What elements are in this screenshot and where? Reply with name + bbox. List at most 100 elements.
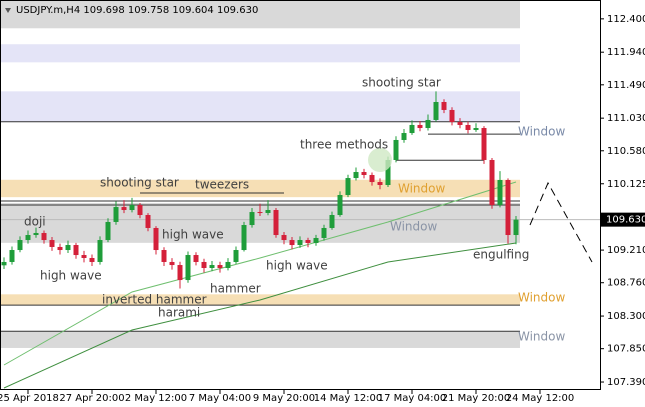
last-price-label: 109.630 — [606, 215, 645, 226]
chart-header: USDJPY.m,H4 109.698 109.758 109.604 109.… — [16, 5, 258, 16]
candle-body — [57, 246, 63, 251]
projection — [529, 181, 593, 263]
candle-body — [49, 240, 55, 247]
candle-body — [121, 207, 127, 211]
candle-body — [225, 261, 231, 268]
candle-body — [137, 205, 143, 216]
candle-body — [201, 261, 207, 268]
candle-body — [81, 255, 87, 258]
x-tick-label: 2 May 12:00 — [125, 393, 187, 404]
zone — [0, 91, 520, 122]
candle-body — [393, 139, 399, 160]
candle-body — [305, 240, 311, 243]
candle-body — [433, 101, 439, 120]
candle-body — [105, 221, 111, 241]
annotation: inverted hammer — [102, 293, 207, 307]
y-tick-label: 112.400 — [607, 14, 645, 25]
candle-body — [337, 195, 343, 216]
candle-body — [505, 179, 511, 236]
annotation: shooting star — [362, 76, 441, 90]
x-tick-label: 25 Apr 2018 — [0, 393, 59, 404]
candle-body — [241, 225, 247, 251]
annotation: harami — [158, 306, 200, 320]
zone — [0, 0, 520, 29]
annotation: Window — [518, 125, 566, 139]
candle-body — [361, 172, 367, 175]
candle-body — [145, 215, 151, 228]
annotation: Window — [518, 291, 566, 305]
candle-body — [193, 255, 199, 262]
candle-body — [129, 205, 135, 211]
highlight — [368, 148, 392, 172]
candle-body — [425, 119, 431, 129]
moving-average — [3, 181, 517, 366]
candle-body — [209, 265, 215, 268]
candle-body — [153, 227, 159, 251]
y-tick-label: 108.760 — [607, 278, 645, 289]
annotation: Window — [390, 220, 438, 234]
y-tick-label: 111.940 — [607, 47, 645, 58]
candle-body — [185, 255, 191, 281]
y-tick-label: 111.490 — [607, 80, 645, 91]
annotation: doji — [24, 215, 46, 229]
x-tick-label: 7 May 04:00 — [189, 393, 251, 404]
candle-body — [257, 212, 263, 214]
annotation: high wave — [40, 269, 102, 283]
candle-body — [297, 240, 303, 246]
candle-body — [177, 265, 183, 281]
candle-body — [217, 265, 223, 268]
candle-body — [409, 124, 415, 134]
annotation: engulfing — [473, 248, 529, 262]
zone — [0, 331, 520, 348]
candle-body — [65, 245, 71, 251]
candle-body — [369, 174, 375, 183]
candle-body — [273, 210, 279, 236]
candle-body — [17, 240, 23, 251]
candle-body — [265, 210, 271, 213]
overlay: shooting star three methods Window shooting… — [0, 14, 645, 404]
candle-body — [73, 245, 79, 256]
menu-icon[interactable] — [5, 8, 11, 13]
annotation: tweezers — [195, 178, 249, 192]
candle-body — [401, 133, 407, 140]
x-tick-label: 14 May 12:00 — [314, 393, 383, 404]
last-price-box — [601, 212, 645, 227]
y-tick-label: 110.580 — [607, 146, 645, 157]
candle-body — [441, 101, 447, 110]
y-tick-label: 109.210 — [607, 245, 645, 256]
annotation: hammer — [210, 282, 261, 296]
candle-body — [473, 128, 479, 130]
y-tick-label: 110.125 — [607, 179, 645, 190]
candle-body — [33, 232, 39, 236]
candle-body — [169, 261, 175, 266]
x-tick-label: 21 May 20:00 — [442, 393, 511, 404]
candle-body — [97, 240, 103, 262]
candle-body — [481, 128, 487, 160]
annotation: shooting star — [100, 176, 179, 190]
x-tick-label: 24 May 12:00 — [506, 393, 575, 404]
x-tick-label: 27 Apr 20:00 — [59, 393, 124, 404]
candle-body — [321, 227, 327, 238]
candle-body — [497, 179, 503, 206]
candle-body — [313, 237, 319, 243]
candle-body — [513, 219, 519, 236]
candle-body — [289, 240, 295, 246]
annotation: Window — [398, 182, 446, 196]
candle-body — [9, 250, 15, 262]
candle-body — [385, 159, 391, 185]
candle-body — [161, 250, 167, 262]
candle-body — [233, 250, 239, 262]
y-tick-label: 107.850 — [607, 344, 645, 355]
candle-body — [281, 235, 287, 241]
candle-body — [489, 159, 495, 206]
candle-body — [353, 172, 359, 179]
zone — [0, 44, 520, 63]
candle-body — [449, 109, 455, 123]
annotation: high wave — [162, 228, 224, 242]
candle-body — [249, 212, 255, 226]
x-tick-label: 9 May 20:00 — [253, 393, 315, 404]
candle-body — [457, 122, 463, 125]
y-tick-label: 108.300 — [607, 311, 645, 322]
plot-area — [0, 0, 600, 389]
